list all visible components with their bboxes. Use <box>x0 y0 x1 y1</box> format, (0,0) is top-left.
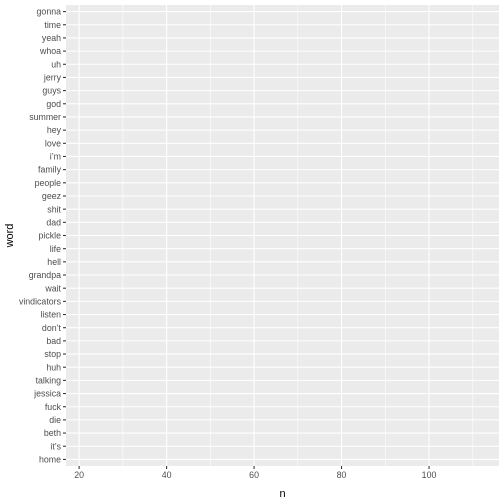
y-tick-label: pickle <box>39 231 62 241</box>
y-tick-label: dad <box>46 217 61 227</box>
y-tick-label: fuck <box>45 402 62 412</box>
y-tick-label: love <box>45 138 61 148</box>
y-axis-title: word <box>4 224 16 249</box>
x-tick-label: 20 <box>74 470 84 480</box>
x-tick-label: 40 <box>162 470 172 480</box>
y-tick-label: life <box>50 244 61 254</box>
y-tick-label: summer <box>29 112 61 122</box>
y-tick-label: wait <box>44 283 61 293</box>
x-axis: 20 40 60 80 100 <box>74 466 436 480</box>
x-axis-title: n <box>279 488 285 500</box>
y-tick-label: guys <box>42 86 61 96</box>
y-tick-label: talking <box>36 375 62 385</box>
y-tick-label: die <box>49 415 61 425</box>
x-tick-label: 60 <box>249 470 259 480</box>
y-tick-label: beth <box>44 428 61 438</box>
y-tick-label: grandpa <box>29 270 61 280</box>
y-tick-label: jessica <box>33 389 61 399</box>
y-tick-label: it’s <box>50 441 61 451</box>
y-tick-label: hey <box>47 125 62 135</box>
y-tick-label: jerry <box>43 73 62 83</box>
y-tick-label: uh <box>51 59 61 69</box>
y-tick-label: stop <box>44 349 61 359</box>
y-tick-label: people <box>35 178 62 188</box>
y-tick-label: hell <box>47 257 61 267</box>
y-tick-label: listen <box>40 310 61 320</box>
y-tick-label: bad <box>46 336 61 346</box>
y-tick-label: huh <box>46 362 61 372</box>
y-tick-label: don’t <box>42 323 62 333</box>
grid-lines <box>66 5 499 466</box>
y-tick-label: family <box>38 165 62 175</box>
y-tick-label: geez <box>42 191 61 201</box>
y-axis: gonna time yeah whoa uh jerry guys god summer hey… <box>19 7 66 465</box>
x-tick-label: 80 <box>337 470 347 480</box>
y-tick-label: shit <box>47 204 61 214</box>
y-tick-label: home <box>39 455 61 465</box>
y-tick-label: i’m <box>50 152 61 162</box>
y-tick-label: time <box>44 20 61 30</box>
y-tick-label: whoa <box>39 46 61 56</box>
y-tick-label: gonna <box>37 7 62 17</box>
y-tick-label: god <box>46 99 61 109</box>
x-tick-label: 100 <box>422 470 437 480</box>
y-tick-label: yeah <box>42 33 61 43</box>
y-tick-label: vindicators <box>19 296 62 306</box>
